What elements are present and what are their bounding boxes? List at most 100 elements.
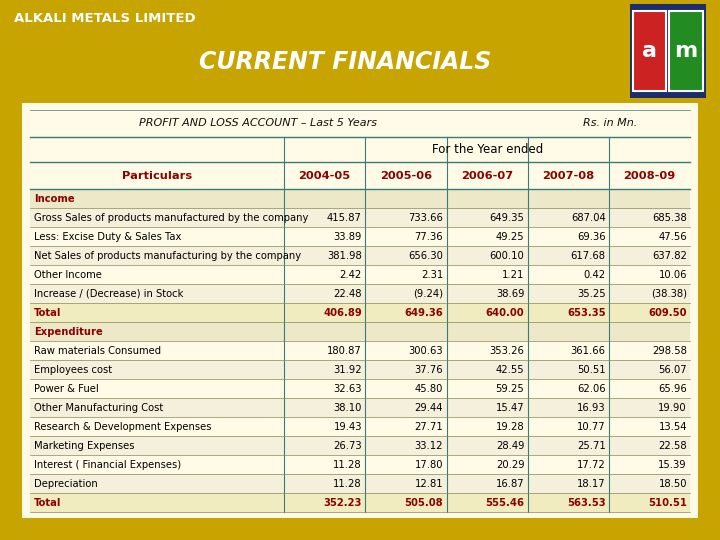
Text: m: m xyxy=(675,41,698,61)
Text: 42.55: 42.55 xyxy=(496,364,524,375)
Text: 1.21: 1.21 xyxy=(502,269,524,280)
Text: 28.49: 28.49 xyxy=(496,441,524,451)
Text: 19.90: 19.90 xyxy=(658,403,687,413)
Text: 37.76: 37.76 xyxy=(415,364,443,375)
Text: 38.10: 38.10 xyxy=(333,403,362,413)
Text: Particulars: Particulars xyxy=(122,171,192,180)
Text: 653.35: 653.35 xyxy=(567,308,606,318)
Text: 685.38: 685.38 xyxy=(652,213,687,222)
Text: 35.25: 35.25 xyxy=(577,288,606,299)
FancyBboxPatch shape xyxy=(12,96,708,525)
Text: 22.58: 22.58 xyxy=(658,441,687,451)
Text: 505.08: 505.08 xyxy=(405,498,443,508)
Text: Total: Total xyxy=(34,498,61,508)
Text: 609.50: 609.50 xyxy=(649,308,687,318)
Text: 15.39: 15.39 xyxy=(658,460,687,470)
Bar xyxy=(633,11,666,91)
Text: 15.47: 15.47 xyxy=(496,403,524,413)
Text: Depreciation: Depreciation xyxy=(34,478,97,489)
Text: 16.87: 16.87 xyxy=(496,478,524,489)
Text: 11.28: 11.28 xyxy=(333,460,362,470)
Text: Increase / (Decrease) in Stock: Increase / (Decrease) in Stock xyxy=(34,288,183,299)
Text: Less: Excise Duty & Sales Tax: Less: Excise Duty & Sales Tax xyxy=(34,232,181,241)
Text: 687.04: 687.04 xyxy=(571,213,606,222)
Text: ALKALI METALS LIMITED: ALKALI METALS LIMITED xyxy=(14,12,196,25)
Text: 11.28: 11.28 xyxy=(333,478,362,489)
Text: Expenditure: Expenditure xyxy=(34,327,102,336)
Text: 17.72: 17.72 xyxy=(577,460,606,470)
Text: 180.87: 180.87 xyxy=(327,346,362,356)
Text: Other Manufacturing Cost: Other Manufacturing Cost xyxy=(34,403,163,413)
Text: 415.87: 415.87 xyxy=(327,213,362,222)
Text: 27.71: 27.71 xyxy=(415,422,443,431)
Text: 2006-07: 2006-07 xyxy=(461,171,513,180)
Bar xyxy=(30,417,690,436)
Text: 47.56: 47.56 xyxy=(658,232,687,241)
Text: 49.25: 49.25 xyxy=(496,232,524,241)
Text: 16.93: 16.93 xyxy=(577,403,606,413)
Text: 510.51: 510.51 xyxy=(648,498,687,508)
Text: (38.38): (38.38) xyxy=(651,288,687,299)
Text: 22.48: 22.48 xyxy=(333,288,362,299)
Text: a: a xyxy=(642,41,657,61)
Text: 2.42: 2.42 xyxy=(340,269,362,280)
Bar xyxy=(30,360,690,379)
Bar xyxy=(30,455,690,474)
Text: Gross Sales of products manufactured by the company: Gross Sales of products manufactured by … xyxy=(34,213,308,222)
Text: Marketing Expenses: Marketing Expenses xyxy=(34,441,135,451)
Text: Total: Total xyxy=(34,308,61,318)
Bar xyxy=(30,398,690,417)
Text: 20.29: 20.29 xyxy=(496,460,524,470)
Text: For the Year ended: For the Year ended xyxy=(431,143,543,156)
Bar xyxy=(30,303,690,322)
Text: 19.43: 19.43 xyxy=(333,422,362,431)
Text: 18.50: 18.50 xyxy=(658,478,687,489)
Text: 12.81: 12.81 xyxy=(415,478,443,489)
Text: 352.23: 352.23 xyxy=(323,498,362,508)
Text: Rs. in Mn.: Rs. in Mn. xyxy=(583,118,637,128)
Text: 2.31: 2.31 xyxy=(421,269,443,280)
Text: 19.28: 19.28 xyxy=(496,422,524,431)
Text: 38.69: 38.69 xyxy=(496,288,524,299)
Text: 13.54: 13.54 xyxy=(658,422,687,431)
Text: 381.98: 381.98 xyxy=(327,251,362,261)
Bar xyxy=(284,137,690,162)
Text: 733.66: 733.66 xyxy=(408,213,443,222)
Text: Power & Fuel: Power & Fuel xyxy=(34,383,99,394)
Text: 59.25: 59.25 xyxy=(495,383,524,394)
Text: 406.89: 406.89 xyxy=(323,308,362,318)
Text: 56.07: 56.07 xyxy=(658,364,687,375)
Bar xyxy=(670,11,703,91)
Text: Net Sales of products manufacturing by the company: Net Sales of products manufacturing by t… xyxy=(34,251,301,261)
Text: Raw materials Consumed: Raw materials Consumed xyxy=(34,346,161,356)
Text: 77.36: 77.36 xyxy=(415,232,443,241)
Text: 33.89: 33.89 xyxy=(333,232,362,241)
Bar xyxy=(30,379,690,398)
Text: 649.36: 649.36 xyxy=(405,308,443,318)
Text: 10.06: 10.06 xyxy=(658,269,687,280)
Text: 69.36: 69.36 xyxy=(577,232,606,241)
Text: 2004-05: 2004-05 xyxy=(299,171,351,180)
Bar xyxy=(30,341,690,360)
Text: 2005-06: 2005-06 xyxy=(380,171,432,180)
Text: 298.58: 298.58 xyxy=(652,346,687,356)
Text: 555.46: 555.46 xyxy=(485,498,524,508)
Text: 50.51: 50.51 xyxy=(577,364,606,375)
Text: 353.26: 353.26 xyxy=(490,346,524,356)
Text: 62.06: 62.06 xyxy=(577,383,606,394)
Bar xyxy=(30,246,690,265)
Text: Income: Income xyxy=(34,193,74,204)
Text: 31.92: 31.92 xyxy=(333,364,362,375)
Text: 26.73: 26.73 xyxy=(333,441,362,451)
Bar xyxy=(30,284,690,303)
Text: (9.24): (9.24) xyxy=(413,288,443,299)
Text: PROFIT AND LOSS ACCOUNT – Last 5 Years: PROFIT AND LOSS ACCOUNT – Last 5 Years xyxy=(140,118,377,128)
Bar xyxy=(30,493,690,512)
Text: 656.30: 656.30 xyxy=(408,251,443,261)
Text: 18.17: 18.17 xyxy=(577,478,606,489)
Text: 0.42: 0.42 xyxy=(583,269,606,280)
Text: Employees cost: Employees cost xyxy=(34,364,112,375)
Text: 45.80: 45.80 xyxy=(415,383,443,394)
Text: 33.12: 33.12 xyxy=(415,441,443,451)
Text: Other Income: Other Income xyxy=(34,269,102,280)
